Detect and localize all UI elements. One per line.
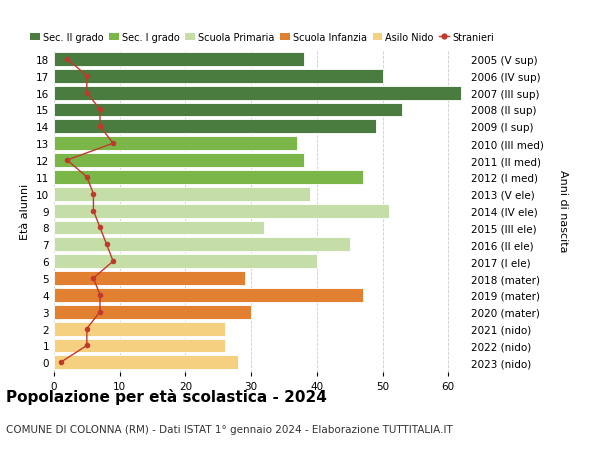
Bar bbox=[54, 154, 304, 168]
Bar bbox=[54, 103, 402, 117]
Y-axis label: Età alunni: Età alunni bbox=[20, 183, 31, 239]
Bar bbox=[54, 288, 363, 302]
Bar bbox=[54, 339, 225, 353]
Bar bbox=[54, 356, 238, 369]
Bar bbox=[54, 238, 350, 252]
Bar bbox=[54, 86, 461, 100]
Bar bbox=[54, 120, 376, 134]
Bar bbox=[54, 204, 389, 218]
Text: Popolazione per età scolastica - 2024: Popolazione per età scolastica - 2024 bbox=[6, 388, 327, 404]
Bar bbox=[54, 171, 363, 185]
Bar bbox=[54, 137, 297, 151]
Y-axis label: Anni di nascita: Anni di nascita bbox=[557, 170, 568, 252]
Bar bbox=[54, 221, 264, 235]
Bar bbox=[54, 272, 245, 285]
Bar bbox=[54, 187, 310, 201]
Bar bbox=[54, 255, 317, 269]
Bar bbox=[54, 70, 383, 84]
Legend: Sec. II grado, Sec. I grado, Scuola Primaria, Scuola Infanzia, Asilo Nido, Stran: Sec. II grado, Sec. I grado, Scuola Prim… bbox=[30, 33, 494, 42]
Bar bbox=[54, 322, 225, 336]
Bar bbox=[54, 53, 304, 67]
Text: COMUNE DI COLONNA (RM) - Dati ISTAT 1° gennaio 2024 - Elaborazione TUTTITALIA.IT: COMUNE DI COLONNA (RM) - Dati ISTAT 1° g… bbox=[6, 425, 453, 435]
Bar bbox=[54, 305, 251, 319]
